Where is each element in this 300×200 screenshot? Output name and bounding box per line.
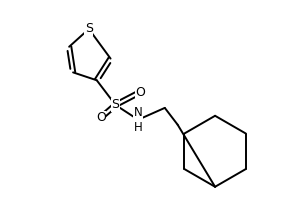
- Text: O: O: [135, 86, 145, 99]
- Text: O: O: [96, 111, 106, 124]
- Text: N
H: N H: [134, 106, 142, 134]
- Text: S: S: [85, 22, 93, 36]
- Text: S: S: [112, 98, 119, 111]
